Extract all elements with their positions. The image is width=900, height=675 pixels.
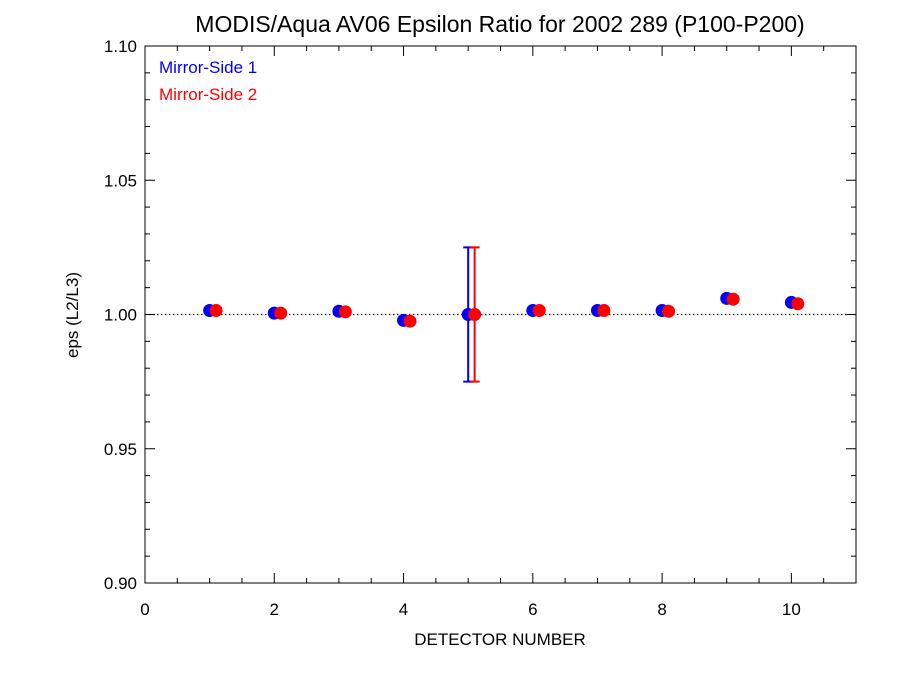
data-point-mirror-side-2 [209,303,223,317]
data-point-mirror-side-2 [274,306,288,320]
x-tick-label: 10 [782,600,801,619]
x-tick-label: 8 [657,600,666,619]
x-axis-label: DETECTOR NUMBER [414,630,586,649]
data-point-mirror-side-2 [468,308,482,321]
legend-entry-2: Mirror-Side 2 [159,85,257,104]
legend: Mirror-Side 1 Mirror-Side 2 [159,58,257,104]
legend-entry-1: Mirror-Side 1 [159,58,257,77]
x-tick-label: 0 [140,600,149,619]
data-point-mirror-side-2 [726,292,740,306]
y-tick-label: 1.10 [104,37,137,56]
data-point-mirror-side-2 [791,297,805,311]
data-marks [203,246,805,383]
data-point-mirror-side-2 [597,303,611,317]
y-axis-label: eps (L2/L3) [63,272,82,358]
y-tick-label: 1.05 [104,171,137,190]
data-point-mirror-side-2 [532,303,546,317]
x-tick-label: 6 [528,600,537,619]
y-tick-label: 0.95 [104,440,137,459]
x-tick-label: 2 [270,600,279,619]
axis-ticks: 0 2 4 6 8 10 0.90 0.95 1.00 1.05 1.10 [104,37,857,619]
y-tick-label: 1.00 [104,306,137,325]
data-point-mirror-side-2 [403,314,417,328]
data-point-mirror-side-2 [662,304,676,318]
chart-title: MODIS/Aqua AV06 Epsilon Ratio for 2002 2… [195,11,804,37]
data-point-mirror-side-2 [338,305,352,319]
x-tick-label: 4 [399,600,408,619]
y-tick-label: 0.90 [104,574,137,593]
